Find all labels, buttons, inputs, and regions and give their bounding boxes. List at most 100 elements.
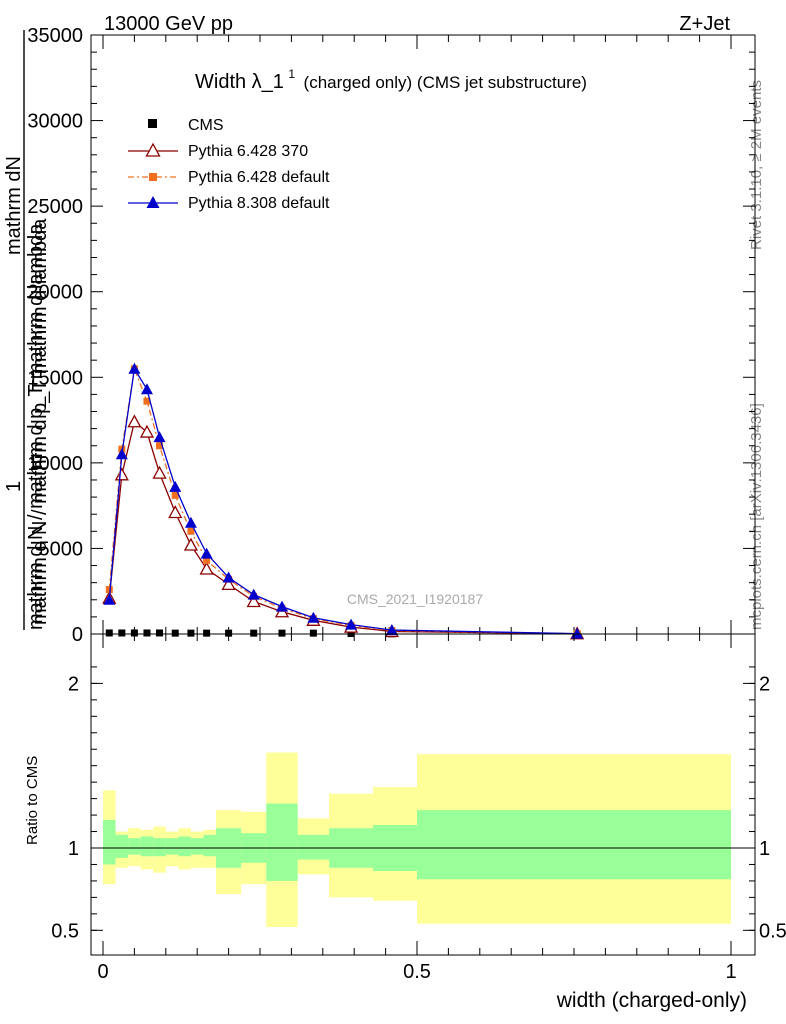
data-point: [278, 629, 286, 637]
y-tick-label: 15000: [27, 367, 83, 389]
legend-label-py6-370: Pythia 6.428 370: [188, 143, 308, 160]
data-point: [128, 362, 141, 374]
ratio-bands-layer: [91, 752, 755, 928]
chart-title-main: Width λ_1: [195, 71, 284, 93]
legend-label-py6-default: Pythia 6.428 default: [188, 169, 330, 186]
y-tick-label: 10000: [27, 453, 83, 475]
band-bin: [178, 836, 191, 857]
process-label: Z+Jet: [679, 13, 730, 35]
legend-marker-py6-370: [145, 142, 161, 157]
data-point: [156, 442, 164, 450]
data-point: [105, 586, 113, 594]
data-point: [143, 629, 151, 637]
series-line-py8-default: [108, 366, 578, 635]
mcplots-label: mcplots.cern.ch [arXiv:1306.3436]: [748, 403, 765, 630]
legend-label-py8-default: Pythia 8.308 default: [188, 195, 330, 212]
x-tick-label: 0.5: [403, 961, 431, 983]
y-label-one: 1: [3, 481, 25, 492]
data-point: [199, 561, 214, 575]
data-point: [105, 629, 113, 637]
data-point: [183, 537, 199, 551]
data-point: [203, 556, 211, 564]
y-label-numerator: mathrm dN: [3, 156, 25, 255]
data-point: [187, 629, 195, 637]
ratio-y-tick-label: 2: [68, 673, 79, 695]
y-label-overlay: mathrm d N / mathrm d p_T mathrm d lambd…: [29, 218, 51, 625]
data-point: [200, 547, 213, 559]
data-point: [171, 491, 179, 499]
data-point: [127, 414, 142, 428]
y-tick-label: 20000: [27, 282, 83, 304]
y-tick-label: 25000: [27, 196, 83, 218]
data-point: [169, 480, 182, 492]
chart-title: Width λ_1 1 (charged only) (CMS jet subs…: [195, 65, 587, 93]
y-tick-label: 30000: [27, 111, 83, 133]
data-point: [221, 577, 236, 591]
x-tick-label: 0: [97, 961, 108, 983]
band-bin: [417, 810, 731, 880]
x-axis-label: width (charged-only): [556, 989, 747, 1012]
data-point: [114, 467, 129, 481]
legend-marker-py6-default: [149, 173, 157, 181]
data-point: [184, 516, 197, 528]
series-line-py6-370: [108, 420, 578, 635]
band-bin: [103, 820, 116, 865]
data-point: [156, 629, 164, 637]
series-line-py6-default: [108, 366, 578, 635]
data-point: [225, 629, 233, 637]
y-tick-label: 0: [72, 624, 83, 646]
chart-title-rest: (charged only) (CMS jet substructure): [304, 73, 587, 92]
y-label-denominator: mathrm d N / mathrm d p_T mathrm d lambd…: [25, 223, 47, 630]
data-point: [168, 505, 183, 519]
ratio-plot-frame: [90, 633, 756, 956]
data-point: [103, 593, 116, 605]
data-point: [222, 571, 235, 583]
data-point: [345, 618, 358, 630]
series-py6-default: [105, 365, 581, 638]
band-bin: [140, 836, 154, 857]
main-panel: CMS_2021_I1920187 0 5000 10000 15000 20000 25…: [27, 25, 756, 646]
data-point: [118, 629, 126, 637]
ratio-y-tick-label-right: 2: [759, 673, 770, 695]
ratio-y-tick-label: 1: [68, 838, 79, 860]
ratio-y-label: Ratio to CMS: [24, 756, 41, 845]
data-point: [307, 611, 320, 623]
band-bin: [128, 838, 141, 855]
data-point: [115, 448, 128, 460]
data-point: [347, 629, 355, 637]
y-tick-label: 5000: [39, 538, 84, 560]
band-bin: [115, 834, 129, 858]
ratio-y-tick-label-right: 0.5: [759, 920, 786, 942]
ratio-y-tick-label-right: 1: [759, 838, 770, 860]
band-bin: [297, 834, 330, 860]
data-point: [130, 629, 138, 637]
data-point: [143, 397, 151, 405]
legend-marker-py8-default: [146, 196, 160, 208]
band-bin: [203, 834, 217, 857]
data-point: [139, 424, 155, 438]
main-axis-ticks: 0 5000 10000 15000 20000 25000 30000 35000: [27, 25, 755, 646]
data-point: [171, 629, 179, 637]
ratio-panel: 0.5 0.5 1 1 2 2 0 0.5 1 Ratio to CMS: [24, 633, 786, 983]
ratio-axis-ticks: 0.5 0.5 1 1 2 2 0 0.5 1: [51, 634, 786, 983]
data-point: [152, 465, 167, 479]
band-bin: [266, 803, 298, 881]
band-bin: [190, 838, 204, 855]
data-point: [187, 527, 195, 535]
x-tick-label: 1: [725, 961, 736, 983]
data-point: [203, 629, 211, 637]
band-bin: [165, 838, 179, 855]
data-point: [309, 629, 317, 637]
data-point: [250, 629, 258, 637]
stat-uncertainty-band: [103, 803, 731, 881]
main-series-layer: [102, 362, 585, 640]
rivet-label: Rivet 3.1.10, ≥ 2M events: [748, 80, 765, 250]
chart-title-sup: 1: [288, 67, 295, 81]
ratio-y-tick-label: 0.5: [51, 920, 79, 942]
data-point: [246, 594, 261, 608]
main-y-axis-label: mathrm d N / mathrm d p_T mathrm d lambd…: [3, 30, 51, 630]
band-bin: [153, 838, 166, 857]
energy-label: 13000 GeV pp: [104, 13, 233, 35]
data-point: [385, 624, 398, 636]
data-point: [153, 431, 166, 443]
